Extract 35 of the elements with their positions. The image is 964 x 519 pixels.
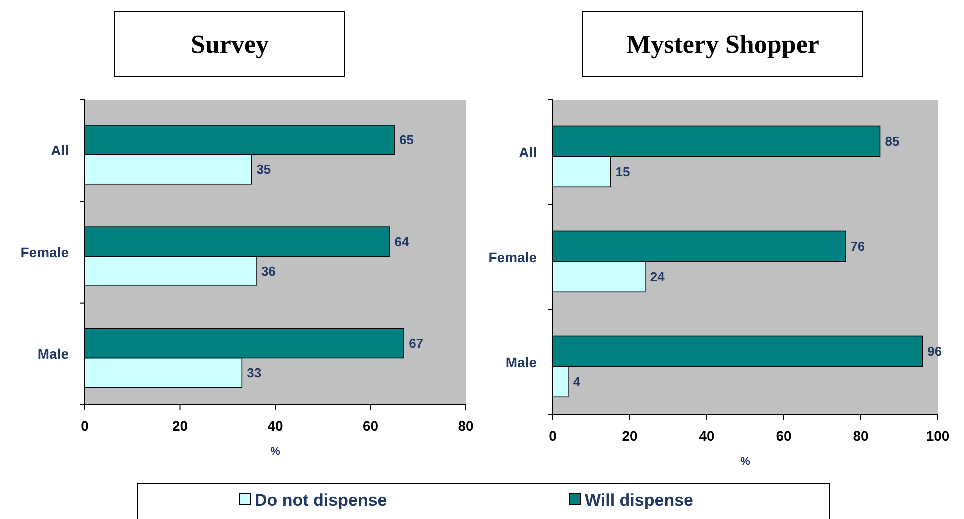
y-tick-label: All [519, 144, 537, 160]
data-label: 33 [247, 366, 262, 381]
data-label: 65 [400, 132, 414, 148]
x-tick-label: 60 [776, 428, 792, 444]
legend-label: Will dispense [585, 490, 694, 510]
x-tick-label: 80 [853, 428, 869, 444]
y-tick-label: Female [488, 249, 538, 266]
x-tick-label: 40 [699, 428, 715, 444]
y-tick-label: Male [38, 346, 70, 362]
x-axis-title: % [270, 446, 281, 458]
x-tick-label: 0 [81, 418, 90, 434]
data-label: 96 [928, 344, 942, 360]
data-label: 35 [256, 162, 272, 178]
x-tick-label: 0 [549, 428, 558, 444]
x-tick-label: 60 [362, 418, 379, 434]
data-label: 85 [885, 134, 900, 150]
y-tick-label: All [51, 142, 69, 159]
data-label: 4 [573, 374, 582, 390]
y-tick-label: Male [506, 354, 538, 370]
x-tick-label: 100 [926, 428, 950, 444]
y-tick-label: Female [20, 244, 70, 260]
data-label: 15 [616, 164, 630, 180]
x-tick-label: 40 [268, 418, 284, 434]
data-label: 76 [850, 239, 866, 254]
x-tick-label: 20 [172, 418, 188, 434]
chart-title: Mystery Shopper [626, 30, 820, 60]
x-axis-title: % [740, 456, 751, 468]
x-tick-label: 80 [458, 418, 474, 434]
data-label: 67 [409, 336, 424, 352]
data-label: 24 [650, 269, 666, 284]
x-tick-label: 20 [622, 428, 638, 444]
chart-title: Survey [191, 30, 269, 60]
data-label: 64 [394, 234, 410, 250]
legend-label: Do not dispense [255, 490, 388, 510]
data-label: 36 [261, 264, 276, 279]
